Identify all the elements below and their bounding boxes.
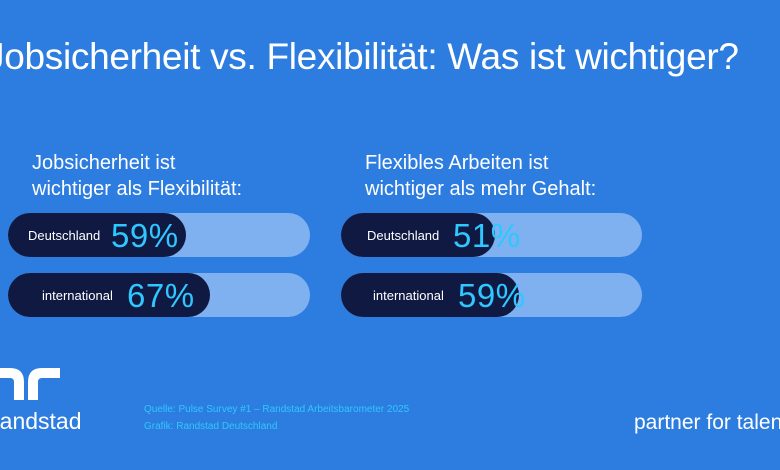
panel-heading-line-1: Jobsicherheit ist: [32, 152, 176, 174]
bar-track-flexible-international: international 59%: [341, 273, 642, 317]
brand-name: randstad: [0, 408, 82, 434]
panel-heading-line-1: Flexibles Arbeiten ist: [365, 152, 549, 174]
bar-value-germany: 51%: [453, 217, 521, 254]
bar-fill-job-security-germany: [8, 213, 186, 257]
bar-track-flexible-germany: Deutschland 51%: [341, 213, 642, 257]
panel-heading-flexible-work: Flexibles Arbeiten ist wichtiger als meh…: [365, 150, 596, 202]
bar-fill-flexible-germany: [341, 213, 495, 257]
bar-label-international: international: [373, 288, 444, 303]
panel-heading-job-security: Jobsicherheit ist wichtiger als Flexibil…: [32, 150, 242, 202]
bar-fill-job-security-international: [8, 273, 210, 317]
bar-value-international: 67%: [127, 277, 195, 314]
bar-value-international: 59%: [458, 277, 526, 314]
panel-heading-line-2: wichtiger als Flexibilität:: [32, 178, 243, 200]
randstad-logo-icon: [0, 368, 60, 400]
page-title: Jobsicherheit vs. Flexibilität: Was ist …: [0, 36, 739, 77]
panel-heading-line-2: wichtiger als mehr Gehalt:: [365, 178, 597, 200]
tagline: partner for talent: [634, 411, 780, 434]
bar-track-job-security-international: international 67%: [8, 273, 310, 317]
bar-value-germany: 59%: [111, 217, 179, 254]
graphic-credit: Grafik: Randstad Deutschland: [144, 421, 278, 432]
bar-fill-flexible-international: [341, 273, 519, 317]
bar-track-job-security-germany: Deutschland 59%: [8, 213, 310, 257]
bar-label-international: international: [42, 288, 113, 303]
bar-label-germany: Deutschland: [28, 228, 101, 243]
source-note: Quelle: Pulse Survey #1 – Randstad Arbei…: [144, 404, 410, 415]
bar-label-germany: Deutschland: [367, 228, 440, 243]
